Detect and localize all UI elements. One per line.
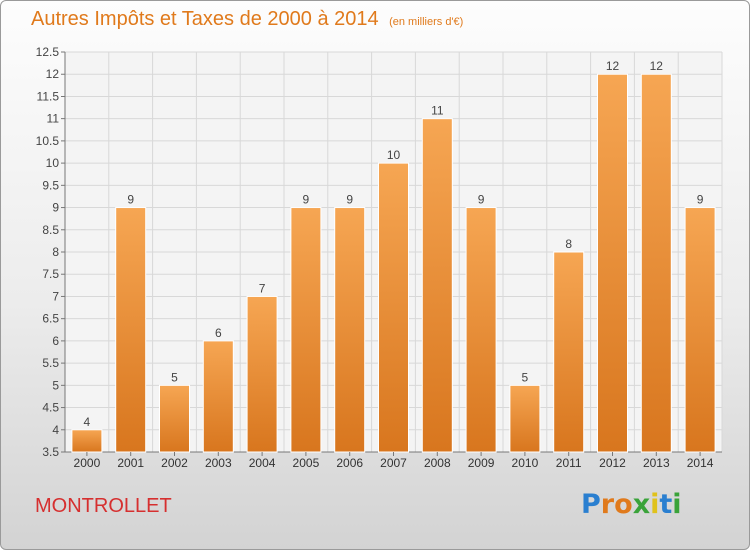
logo-letter: r <box>600 489 615 520</box>
x-tick-label: 2010 <box>512 456 539 470</box>
y-tick-label: 7 <box>52 289 59 303</box>
y-tick-label: 4.5 <box>42 401 59 415</box>
y-tick-label: 11.5 <box>37 89 60 103</box>
data-label: 9 <box>697 193 704 207</box>
x-tick-label: 2009 <box>468 456 495 470</box>
data-label: 7 <box>259 281 266 295</box>
y-tick-label: 10 <box>46 156 60 170</box>
data-label: 9 <box>478 193 485 207</box>
bar <box>290 207 322 453</box>
bar <box>553 251 585 453</box>
chart-title-main: Autres Impôts et Taxes de 2000 à 2014 <box>31 8 379 30</box>
logo-letter: P <box>581 489 601 520</box>
y-tick-label: 12 <box>46 67 60 81</box>
y-tick-label: 5 <box>52 378 59 392</box>
data-label: 9 <box>303 193 310 207</box>
x-tick-label: 2013 <box>643 456 670 470</box>
x-tick-label: 2002 <box>161 456 188 470</box>
data-label: 12 <box>606 59 620 73</box>
x-tick-label: 2005 <box>293 456 320 470</box>
data-label: 11 <box>431 104 444 118</box>
bar <box>640 73 672 453</box>
bar <box>465 207 497 453</box>
logo-letter: i <box>672 489 682 520</box>
y-tick-label: 3.5 <box>42 445 59 459</box>
bar <box>421 118 453 453</box>
x-tick-label: 2004 <box>249 456 276 470</box>
x-tick-label: 2011 <box>556 456 582 470</box>
bar <box>684 207 716 453</box>
y-tick-label: 6 <box>52 334 59 348</box>
data-label: 9 <box>346 193 353 207</box>
x-tick-label: 2003 <box>205 456 232 470</box>
y-tick-label: 10.5 <box>36 134 60 148</box>
y-tick-label: 7.5 <box>42 267 59 281</box>
y-tick-label: 4 <box>52 423 59 437</box>
data-label: 8 <box>565 237 572 251</box>
bar <box>115 207 147 453</box>
x-tick-label: 2001 <box>117 456 144 470</box>
y-tick-label: 8.5 <box>42 223 59 237</box>
y-tick-label: 9.5 <box>42 178 59 192</box>
x-tick-label: 2006 <box>336 456 363 470</box>
x-tick-label: 2000 <box>74 456 101 470</box>
chart-title: Autres Impôts et Taxes de 2000 à 2014 (e… <box>31 8 463 31</box>
bar <box>246 295 278 453</box>
data-label: 5 <box>171 370 178 384</box>
bar <box>159 384 190 453</box>
logo-letter: o <box>614 489 633 520</box>
data-label: 6 <box>215 326 222 340</box>
data-label: 9 <box>127 193 134 207</box>
bar <box>509 384 541 453</box>
data-label: 12 <box>650 59 664 73</box>
logo-letter: i <box>650 489 660 520</box>
x-tick-label: 2014 <box>687 456 714 470</box>
bar <box>597 73 628 453</box>
y-tick-label: 12.5 <box>36 45 60 59</box>
bar <box>202 340 234 453</box>
bar <box>334 207 366 453</box>
x-tick-label: 2012 <box>599 456 626 470</box>
data-label: 10 <box>387 148 401 162</box>
data-label: 4 <box>84 415 91 429</box>
logo-letter: x <box>632 489 651 520</box>
bar <box>71 429 103 453</box>
y-tick-label: 6.5 <box>42 312 59 326</box>
data-label: 5 <box>522 370 529 384</box>
y-tick-label: 5.5 <box>42 356 59 370</box>
y-tick-label: 8 <box>52 245 59 259</box>
y-tick-label: 9 <box>52 201 59 215</box>
commune-name: MONTROLLET <box>35 495 172 517</box>
bar <box>378 162 409 453</box>
proxiti-logo: Proxiti <box>581 489 682 520</box>
chart-title-unit: (en milliers d'€) <box>389 16 464 28</box>
y-tick-label: 11 <box>47 112 60 126</box>
x-tick-label: 2007 <box>380 456 407 470</box>
x-tick-label: 2008 <box>424 456 451 470</box>
logo-letter: t <box>659 489 673 520</box>
